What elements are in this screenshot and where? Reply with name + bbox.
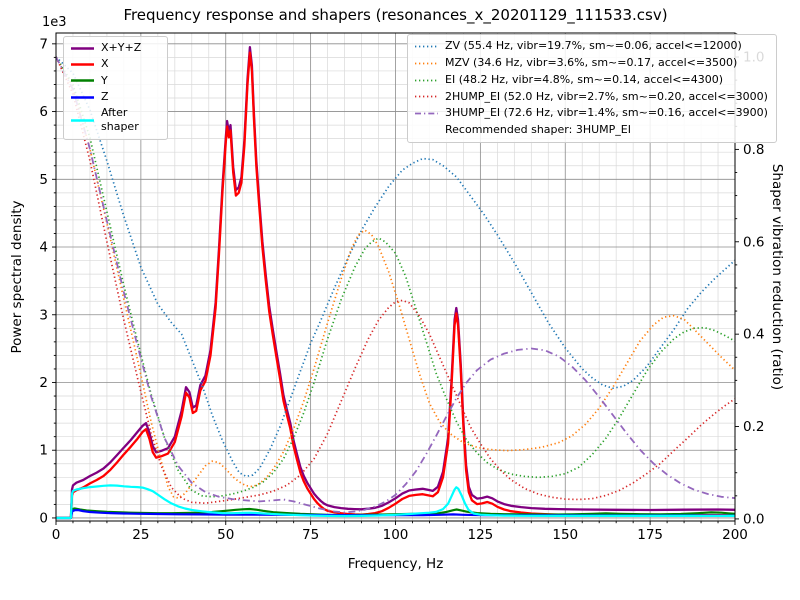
y-left-tick-label: 4: [39, 240, 48, 256]
legend-line-swatch: [415, 79, 438, 81]
legend-entry: 2HUMP_EI (52.0 Hz, vibr=2.7%, sm~=0.20, …: [414, 89, 768, 106]
series-3hump-ei: [55, 56, 736, 514]
legend-line-swatch: [415, 112, 438, 115]
y-axis-right-label: Shaper vibration reduction (ratio): [769, 163, 785, 391]
axis-ticks: [52, 33, 739, 525]
y-left-tick-label: 1: [39, 443, 48, 459]
x-tick-label: 0: [52, 527, 61, 543]
legend-entry: Z: [70, 89, 159, 105]
y-right-tick-label: 0.4: [743, 327, 764, 343]
legend-entry-label: After shaper: [101, 106, 139, 134]
legend-line-swatch: [415, 62, 438, 65]
y-left-tick-label: 2: [39, 375, 48, 391]
y-right-tick-label: 0.8: [743, 142, 764, 158]
x-axis-label: Frequency, Hz: [347, 556, 444, 572]
legend-entry-label: EI (48.2 Hz, vibr=4.8%, sm~=0.14, accel<…: [445, 72, 723, 86]
legend-entry-label: MZV (34.6 Hz, vibr=3.6%, sm~=0.17, accel…: [445, 55, 738, 69]
y-left-tick-label: 7: [39, 36, 48, 52]
legend-line-swatch: [415, 96, 438, 98]
y-right-tick-label: 0.2: [743, 419, 764, 435]
legend-entry-label: ZV (55.4 Hz, vibr=19.7%, sm~=0.06, accel…: [445, 39, 742, 52]
legend-entry: MZV (34.6 Hz, vibr=3.6%, sm~=0.17, accel…: [414, 55, 768, 72]
series-after-shaper: [56, 484, 735, 520]
y-left-tick-label: 6: [39, 104, 48, 120]
legend-entry-label: 3HUMP_EI (72.6 Hz, vibr=1.4%, sm~=0.16, …: [445, 106, 768, 120]
legend-line-swatch: [71, 79, 94, 83]
y-left-tick-label: 5: [39, 172, 48, 188]
y-axis-left-label: Power spectral density: [9, 200, 25, 354]
legend-entry: EI (48.2 Hz, vibr=4.8%, sm~=0.14, accel<…: [414, 72, 768, 89]
legend-entry: X: [70, 56, 159, 72]
legend-shapers: ZV (55.4 Hz, vibr=19.7%, sm~=0.06, accel…: [407, 34, 777, 144]
series-x: [56, 51, 736, 520]
legend-line-swatch: [71, 119, 94, 122]
legend-entry-label: X+Y+Z: [101, 41, 142, 54]
y-axis-offset-label: 1e3: [42, 15, 67, 30]
legend-entry-label: Z: [101, 89, 109, 103]
legend-entry-label: Recommended shaper: 3HUMP_EI: [445, 123, 631, 137]
x-tick-label: 100: [383, 527, 409, 543]
x-tick-label: 150: [552, 527, 578, 543]
series-2hump-ei: [55, 56, 736, 505]
legend-entry-label: 2HUMP_EI (52.0 Hz, vibr=2.7%, sm~=0.20, …: [445, 89, 768, 103]
x-tick-label: 125: [467, 527, 493, 543]
x-tick-label: 175: [637, 527, 663, 543]
legend-entry-label: Y: [101, 73, 108, 87]
legend-entry: 3HUMP_EI (72.6 Hz, vibr=1.4%, sm~=0.16, …: [414, 105, 768, 122]
legend-entry: ZV (55.4 Hz, vibr=19.7%, sm~=0.06, accel…: [414, 38, 768, 55]
legend-line-swatch: [71, 63, 94, 66]
legend-line-swatch: [415, 45, 438, 48]
x-tick-label: 25: [132, 527, 149, 543]
legend-entry: X+Y+Z: [70, 40, 159, 56]
legend-entry: After shaper: [70, 105, 159, 136]
chart-title: Frequency response and shapers (resonanc…: [123, 6, 668, 24]
legend-entry: Y: [70, 73, 159, 89]
y-left-tick-label: 3: [39, 307, 48, 323]
legend-line-swatch: [71, 95, 94, 99]
legend-entry-label: X: [101, 57, 109, 71]
y-right-tick-label: 0.0: [743, 511, 764, 527]
series-ei: [55, 56, 736, 498]
legend-entry: Recommended shaper: 3HUMP_EI: [414, 122, 768, 139]
legend-psd-series: X+Y+Z X Y Z After shaper: [63, 36, 168, 140]
y-left-tick-label: 0: [39, 510, 48, 526]
x-tick-label: 50: [217, 527, 234, 543]
legend-line-swatch: [71, 46, 94, 50]
x-tick-label: 75: [302, 527, 319, 543]
x-tick-label: 200: [722, 527, 748, 543]
legend-swatch-blank: [414, 125, 439, 136]
series-zv: [55, 56, 736, 478]
series: [55, 46, 736, 520]
y-right-tick-label: 0.6: [743, 234, 764, 250]
